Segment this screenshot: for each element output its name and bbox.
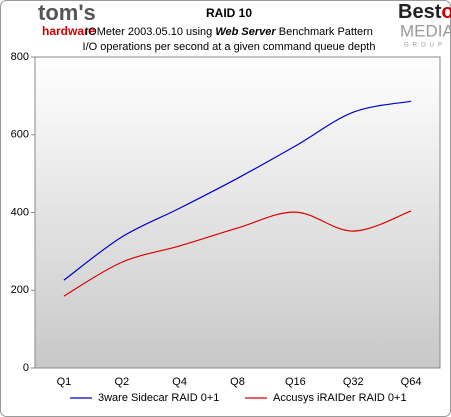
x-tick-label: Q64 (401, 376, 422, 388)
y-tick-label: 400 (11, 206, 29, 218)
logo-right-sub2: GROUP (404, 43, 446, 49)
y-tick-label: 600 (11, 129, 29, 141)
series-line (63, 100, 412, 281)
y-tick-label: 800 (11, 51, 29, 63)
chart-title: RAID 10 (206, 6, 252, 20)
x-tick-label: Q4 (172, 376, 187, 388)
series-line (63, 210, 412, 297)
legend-label: 3ware Sidecar RAID 0+1 (98, 392, 219, 404)
plot-area (34, 56, 441, 369)
x-tick-label: Q1 (57, 376, 72, 388)
legend-label: Accusys iRAIDer RAID 0+1 (273, 392, 407, 404)
subtitle: IOMeter 2003.05.10 using Web Server Benc… (85, 26, 373, 38)
x-tick-label: Q16 (285, 376, 306, 388)
x-tick-label: Q8 (230, 376, 245, 388)
y-tick-label: 200 (11, 284, 29, 296)
logo-left-sub: hardware (42, 24, 96, 38)
logo-right-sub: MEDIA (400, 21, 451, 40)
subtitle-2: I/O operations per second at a given com… (83, 41, 376, 53)
y-tick-label: 0 (23, 362, 29, 374)
x-tick-label: Q32 (343, 376, 364, 388)
logo-left: tom's (38, 0, 96, 25)
logo-right: Bestof (398, 1, 451, 23)
x-tick-label: Q2 (114, 376, 129, 388)
